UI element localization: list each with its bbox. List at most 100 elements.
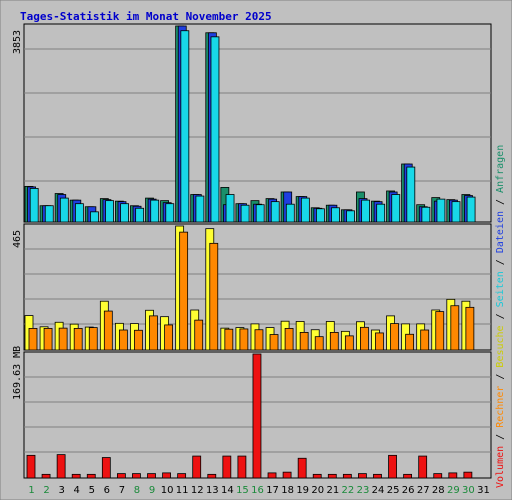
day-label: 3 [58,485,64,496]
day-label: 26 [402,485,415,496]
bar-volumen [297,457,307,479]
bar-volumen [132,473,141,479]
bar-volumen [222,455,232,479]
bar-volumen [207,473,217,479]
bar-rechner [375,332,384,351]
bottom-ymax-label: 169.63 MB [12,346,23,400]
chart-title: Tages-Statistik im Monat November 2025 [20,10,272,23]
day-label: 24 [372,485,385,496]
day-label: 5 [89,485,95,496]
bar-seiten [255,204,265,223]
bar-volumen [86,473,96,479]
bar-seiten [436,198,446,223]
day-label: 4 [74,485,80,496]
day-label: 10 [161,485,174,496]
bar-volumen [327,473,337,479]
bar-seiten [210,36,220,223]
middle-ymax-label: 465 [12,230,23,248]
legend-separator: / [495,368,506,386]
day-label: 28 [432,485,445,496]
bar-volumen [433,473,443,479]
bar-seiten [391,194,401,223]
bar-rechner [269,334,279,351]
bar-rechner [344,335,354,351]
bar-seiten [346,210,355,223]
bar-seiten [316,208,325,223]
bar-rechner [88,327,98,351]
bar-seiten [135,207,145,223]
day-label: 16 [251,485,264,496]
bar-volumen [162,472,171,479]
bar-seiten [225,194,235,223]
legend-seiten: Seiten [495,271,506,307]
day-label: 27 [417,485,430,496]
legend-dateien: Dateien [495,211,506,253]
bar-volumen [388,454,397,479]
bar-seiten [376,203,386,223]
right-legend: Volumen / Rechner / Besuche / Seiten / D… [495,145,506,488]
bar-seiten [120,203,129,223]
day-label: 14 [221,485,234,496]
bar-volumen [101,457,111,479]
bar-rechner [43,327,53,351]
bar-volumen [26,454,36,479]
bar-seiten [165,203,175,223]
day-label: 22 [342,485,355,496]
bar-seiten [105,200,114,223]
bar-seiten [90,211,99,223]
day-label: 25 [387,485,400,496]
bar-volumen [448,472,458,479]
bar-volumen [342,473,352,479]
bar-seiten [466,196,476,223]
day-label: 8 [134,485,140,496]
day-label: 12 [191,485,204,496]
bar-rechner [435,311,445,351]
bar-seiten [150,199,160,223]
day-label: 1 [28,485,34,496]
day-label: 18 [281,485,294,496]
bar-rechner [103,310,113,351]
bar-volumen [237,455,247,479]
bar-volumen [312,473,322,479]
day-label: 29 [447,485,460,496]
legend-rechner: Rechner [495,386,506,428]
bar-seiten [44,205,54,223]
bar-rechner [209,242,219,351]
day-label: 21 [326,485,339,496]
day-label: 13 [206,485,219,496]
bar-volumen [282,471,292,479]
legend-separator: / [495,307,506,325]
bar-volumen [147,473,156,479]
bar-volumen [418,455,428,479]
bar-volumen [41,473,51,479]
legend-separator: / [495,428,506,446]
bar-volumen [267,472,277,479]
bar-rechner [164,324,173,351]
day-label: 31 [477,485,490,496]
day-label: 6 [104,485,110,496]
day-label: 19 [296,485,309,496]
bar-volumen [373,473,382,479]
legend-anfragen: Anfragen [495,145,506,193]
bar-rechner [28,327,38,351]
bar-rechner [405,333,415,351]
bar-volumen [463,471,473,479]
day-label: 17 [266,485,279,496]
bar-rechner [194,319,204,351]
bar-seiten [300,197,310,223]
bar-seiten [451,201,461,223]
day-label: 20 [311,485,324,496]
legend-separator: / [495,193,506,211]
bar-seiten [240,204,250,223]
bar-seiten [361,199,371,223]
bar-rechner [329,331,339,351]
bar-rechner [314,336,324,351]
bar-rechner [149,315,158,351]
day-label: 15 [236,485,249,496]
bar-rechner [284,327,294,351]
bar-volumen [252,353,262,479]
bar-volumen [116,473,126,479]
bar-rechner [73,327,83,351]
